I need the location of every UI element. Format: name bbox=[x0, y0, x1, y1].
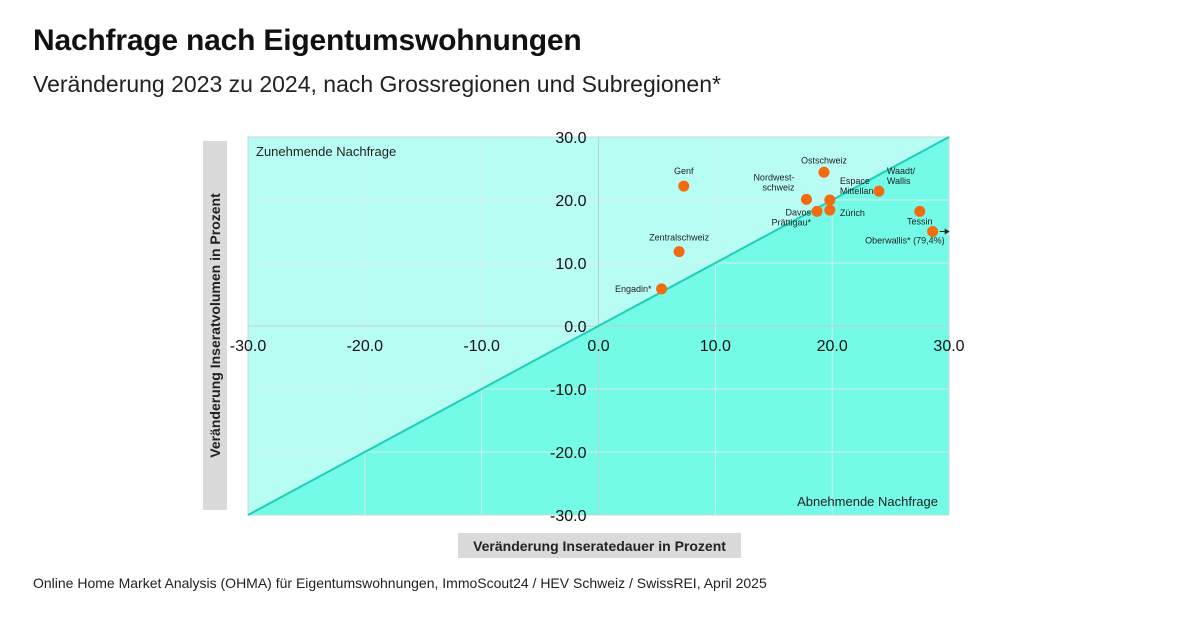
data-point bbox=[673, 246, 685, 258]
data-point bbox=[656, 283, 668, 295]
y-tick-label: -10.0 bbox=[550, 382, 587, 399]
x-tick-label: 20.0 bbox=[817, 338, 848, 355]
data-point bbox=[678, 180, 690, 192]
point-label-line: Wallis bbox=[887, 176, 911, 186]
x-tick-label: 0.0 bbox=[587, 338, 609, 355]
data-point bbox=[927, 226, 939, 237]
point-label: Davos Prättigau* bbox=[771, 207, 811, 227]
data-point bbox=[873, 185, 885, 197]
point-label: Nordwest-schweiz bbox=[753, 172, 795, 192]
x-axis-label: Veränderung Inseratedauer in Prozent bbox=[473, 538, 726, 554]
region-label-increasing: Zunehmende Nachfrage bbox=[256, 144, 396, 159]
data-point bbox=[914, 205, 926, 217]
source-note: Online Home Market Analysis (OHMA) für E… bbox=[33, 575, 767, 591]
point-label-line: Oberwallis* (79,4%) bbox=[865, 236, 945, 246]
y-axis-label: Veränderung Inseratvolumen in Prozent bbox=[207, 193, 223, 458]
y-tick-label: 10.0 bbox=[555, 256, 586, 273]
y-axis-label-box bbox=[203, 141, 227, 510]
point-label: Tessin bbox=[907, 216, 933, 226]
x-tick-label: 30.0 bbox=[933, 338, 964, 355]
point-label-line: Genf bbox=[674, 166, 694, 176]
point-label-line: Zentralschweiz bbox=[649, 233, 710, 243]
offscale-arrow-head bbox=[944, 228, 950, 235]
data-point bbox=[818, 166, 830, 178]
y-tick-label: 0.0 bbox=[564, 319, 586, 336]
point-label: Genf bbox=[674, 166, 694, 176]
x-tick-label: 10.0 bbox=[700, 338, 731, 355]
point-label-line: Waadt/ bbox=[887, 166, 916, 176]
y-tick-label: -30.0 bbox=[550, 508, 587, 525]
point-label-line: schweiz bbox=[762, 182, 795, 192]
point-label: Zürich bbox=[840, 208, 865, 218]
data-point bbox=[824, 194, 836, 206]
x-tick-label: -10.0 bbox=[463, 338, 500, 355]
point-label-line: Espace bbox=[840, 176, 870, 186]
x-axis-label-box bbox=[458, 533, 741, 558]
x-tick-label: -30.0 bbox=[230, 338, 267, 355]
y-tick-label: 20.0 bbox=[555, 193, 586, 210]
data-point bbox=[811, 205, 823, 217]
y-tick-label: -20.0 bbox=[550, 445, 587, 462]
data-point bbox=[800, 193, 812, 205]
x-tick-label: -20.0 bbox=[347, 338, 384, 355]
point-label-line: Mittelland bbox=[840, 186, 879, 196]
point-label: Ostschweiz bbox=[801, 155, 848, 165]
point-label: Oberwallis* (79,4%) bbox=[865, 236, 945, 246]
chart-title: Nachfrage nach Eigentumswohnungen bbox=[33, 24, 582, 57]
chart-subtitle: Veränderung 2023 zu 2024, nach Grossregi… bbox=[33, 71, 721, 97]
y-tick-label: 30.0 bbox=[555, 130, 586, 147]
point-label-line: Nordwest- bbox=[753, 172, 794, 182]
point-label: Espace Mittelland bbox=[840, 176, 879, 196]
point-label-line: Davos bbox=[785, 207, 811, 217]
point-label: Zentralschweiz bbox=[649, 233, 710, 243]
point-label-line: Zürich bbox=[840, 208, 865, 218]
data-point bbox=[824, 204, 836, 216]
point-label: Engadin* bbox=[615, 284, 652, 294]
region-label-decreasing: Abnehmende Nachfrage bbox=[797, 494, 938, 509]
point-label-line: Prättigau* bbox=[771, 217, 811, 227]
point-label-line: Tessin bbox=[907, 216, 933, 226]
plot-border bbox=[247, 136, 950, 516]
point-label-line: Ostschweiz bbox=[801, 155, 848, 165]
point-label-line: Engadin* bbox=[615, 284, 652, 294]
point-label: Waadt/Wallis bbox=[887, 166, 916, 186]
